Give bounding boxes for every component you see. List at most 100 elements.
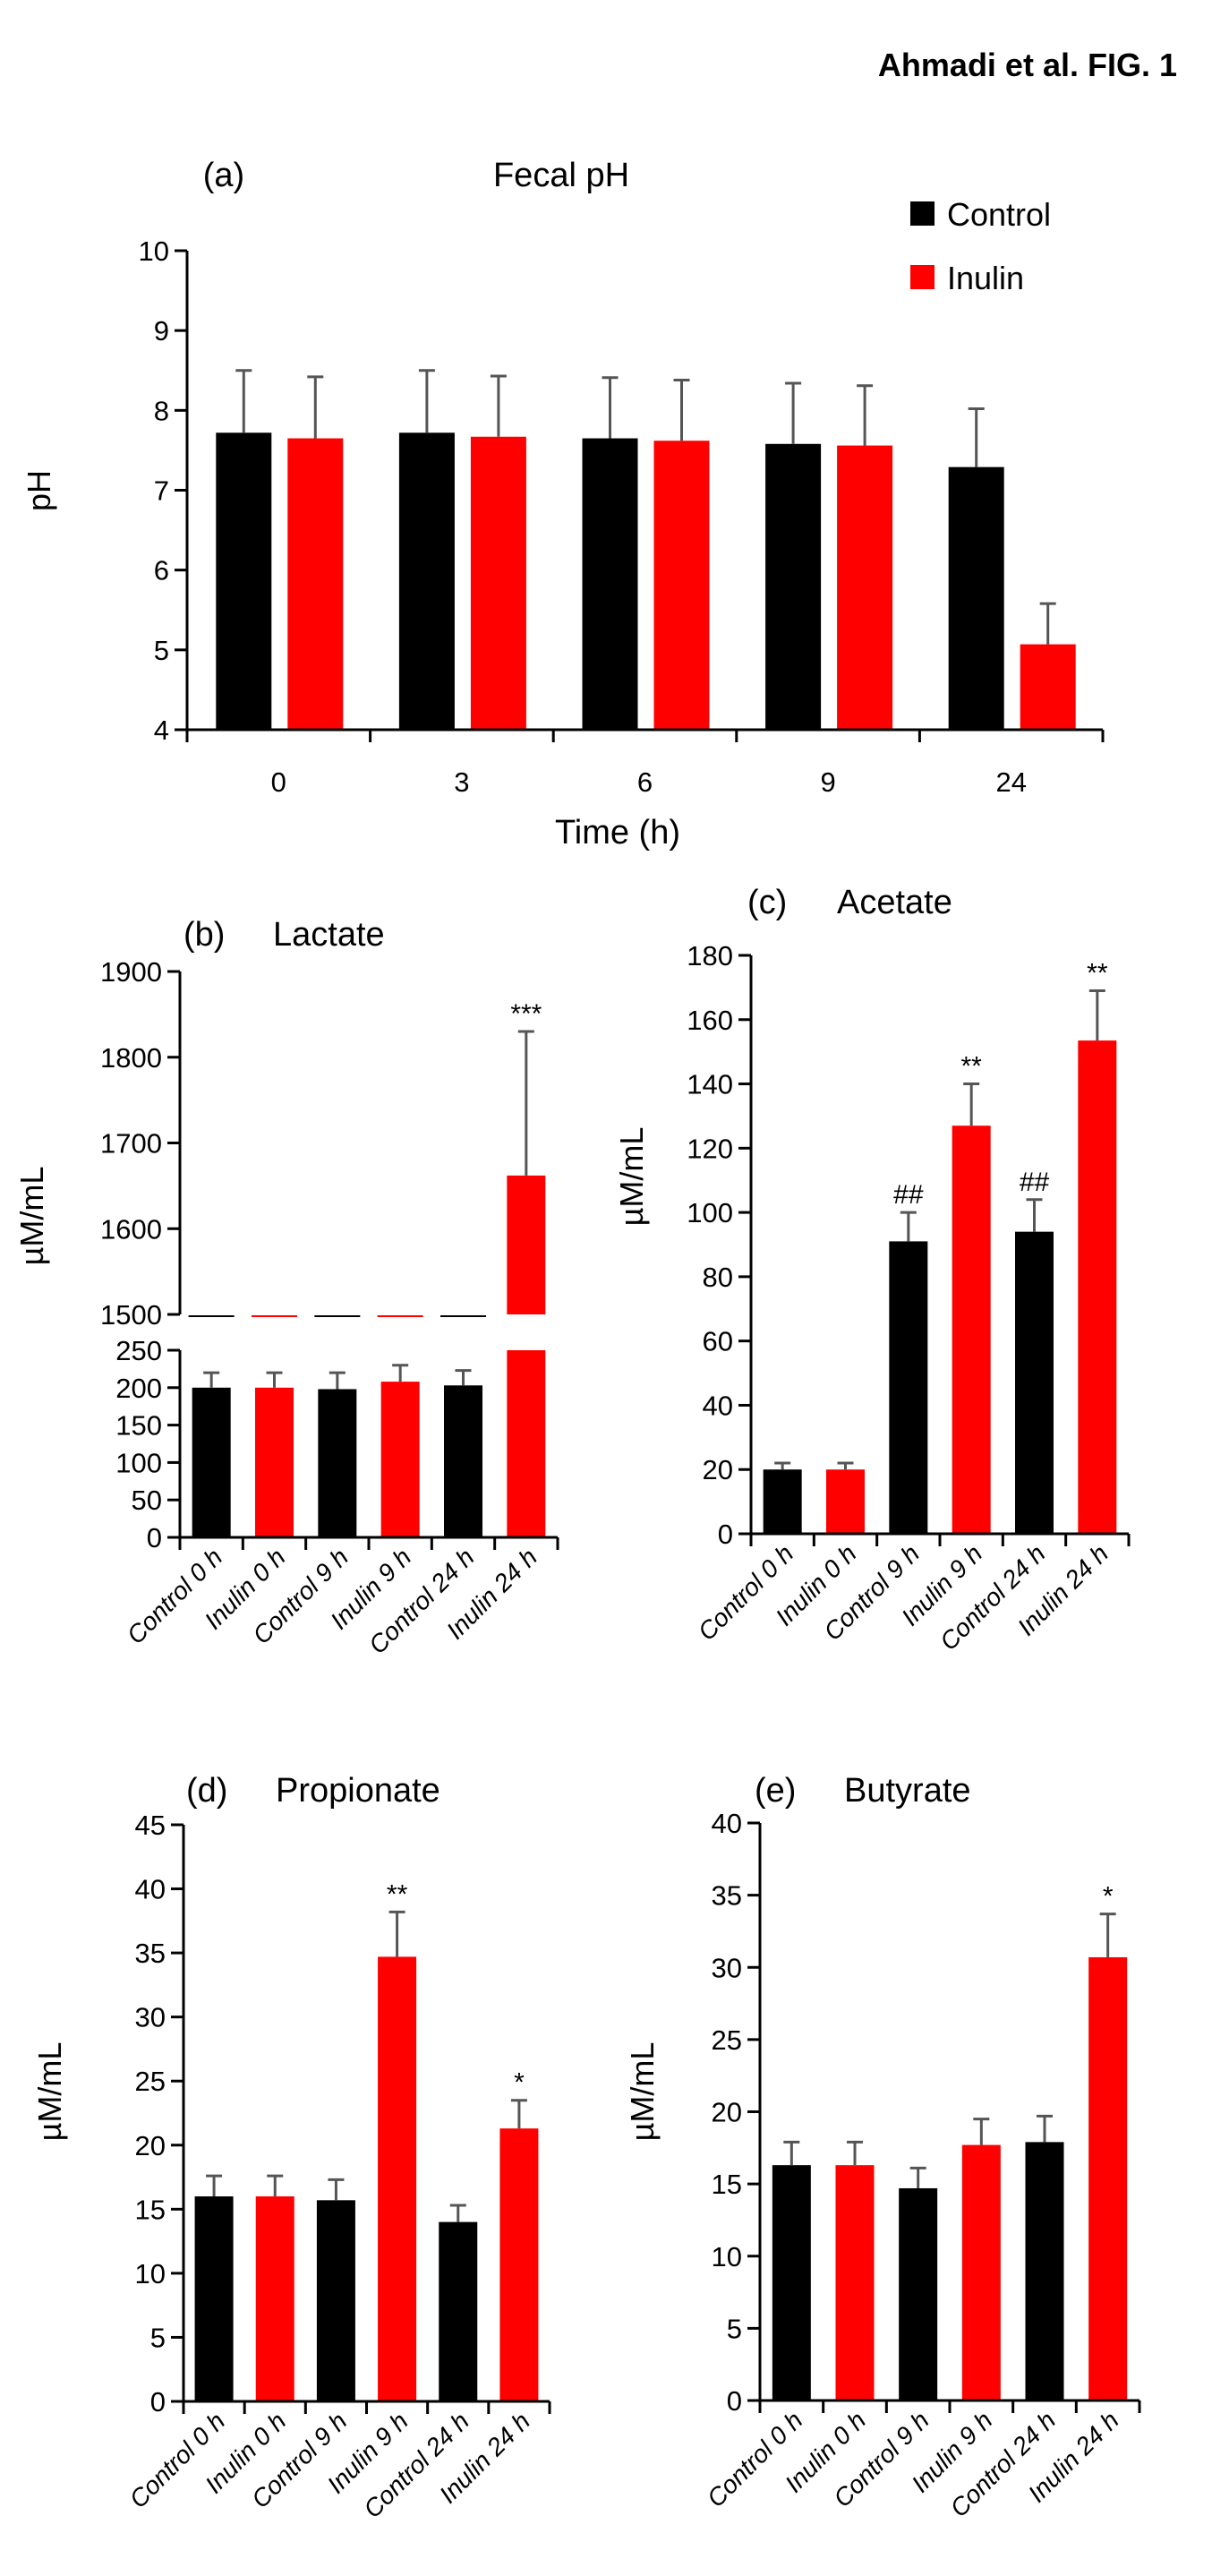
panel-e-y-label: µM/mL	[624, 2042, 661, 2142]
panel-d-y-tick-label: 45	[135, 1810, 166, 1841]
panel-a-y-label: pH	[21, 470, 57, 511]
significance-marker: ##	[893, 1180, 924, 1210]
significance-marker: *	[1103, 1882, 1114, 1912]
panel-b-lower-y-tick-label: 0	[147, 1522, 162, 1553]
bar-control	[772, 2165, 811, 2401]
figure-label: Ahmadi et al. FIG. 1	[877, 47, 1177, 83]
panel-c-y-tick-label: 40	[703, 1390, 733, 1421]
bar-control	[889, 1241, 928, 1534]
bar-inulin	[378, 1956, 417, 2401]
panel-d-y-tick-label: 0	[150, 2386, 166, 2418]
panel-b-x-tick-label: Control 0 h	[122, 1543, 228, 1649]
panel-c-y-tick-label: 20	[703, 1454, 733, 1485]
panel-e-x-tick-label: Control 0 h	[702, 2406, 808, 2512]
bar-control-lower	[192, 1387, 231, 1537]
bar-inulin	[826, 1469, 865, 1534]
panel-c-y-tick-label: 80	[703, 1262, 733, 1293]
panel-b-lower-y-tick-label: 50	[132, 1485, 162, 1516]
bar-control	[439, 2221, 478, 2401]
panel-d-label: (d)	[186, 1772, 227, 1810]
bar-inulin	[499, 2128, 539, 2401]
panel-b-upper-y-tick-label: 1600	[100, 1213, 162, 1245]
panel-a-title: Fecal pH	[493, 157, 629, 194]
bar-inulin	[653, 441, 710, 730]
legend-label-inulin: Inulin	[947, 260, 1024, 296]
panel-e-y-tick-label: 20	[712, 2097, 742, 2128]
panel-e-y-tick-label: 0	[727, 2385, 742, 2417]
panel-b-lower-y-tick-label: 150	[115, 1410, 162, 1442]
panel-b-lower-y-tick-label: 250	[115, 1335, 162, 1366]
bar-control-lower	[318, 1389, 357, 1537]
bar-control	[948, 466, 1004, 730]
bar-inulin	[961, 2144, 1001, 2401]
panel-a-x-label: Time (h)	[555, 814, 680, 852]
panel-e-y-tick-label: 25	[712, 2024, 742, 2056]
panel-c-y-tick-label: 120	[687, 1133, 733, 1164]
legend-swatch-inulin	[910, 265, 935, 289]
panel-e-y-tick-label: 5	[727, 2313, 742, 2344]
bar-control	[216, 432, 272, 730]
panel-b-upper-y-tick-label: 1900	[100, 956, 162, 988]
legend-swatch-control	[910, 201, 935, 226]
panel-d-y-tick-label: 30	[135, 2002, 166, 2033]
panel-e-y-tick-label: 40	[712, 1808, 742, 1839]
panel-a-x-tick-label: 9	[820, 766, 835, 798]
bar-inulin-lower	[507, 1350, 546, 1537]
panel-a-label: (a)	[203, 157, 244, 194]
panel-d-y-tick-label: 20	[135, 2130, 166, 2161]
panel-b-lower-y-tick-label: 100	[115, 1447, 162, 1478]
significance-marker: ##	[1020, 1168, 1050, 1197]
bar-control	[582, 438, 638, 730]
panel-e-y-tick-label: 10	[712, 2241, 742, 2272]
bar-inulin	[1020, 644, 1076, 730]
panel-b-y-label: µM/mL	[13, 1167, 50, 1266]
panel-c-y-tick-label: 60	[703, 1326, 733, 1357]
bar-inulin	[287, 438, 344, 730]
bar-inulin	[835, 2165, 875, 2401]
bar-control	[899, 2187, 938, 2401]
bar-inulin-upper	[507, 1175, 546, 1314]
panel-d-y-tick-label: 10	[135, 2258, 166, 2289]
bar-control	[194, 2196, 234, 2401]
significance-marker: **	[960, 1052, 982, 1082]
bar-control-lower	[444, 1385, 482, 1537]
bar-inulin	[1088, 1956, 1128, 2401]
panel-e-y-tick-label: 30	[712, 1952, 742, 1983]
panel-e-y-tick-label: 15	[712, 2169, 742, 2200]
panel-b-label: (b)	[183, 916, 225, 954]
panel-b-lower-y-tick-label: 200	[115, 1373, 162, 1404]
significance-marker: **	[387, 1879, 408, 1909]
panel-a-y-tick-label: 9	[154, 315, 169, 347]
bar-inulin-lower	[255, 1387, 294, 1537]
bar-inulin-lower	[380, 1382, 420, 1537]
panel-d-title: Propionate	[276, 1772, 440, 1810]
panel-c-label: (c)	[747, 884, 787, 921]
bar-control	[1015, 1231, 1054, 1534]
bar-control	[398, 432, 455, 730]
panel-c-y-label: µM/mL	[613, 1127, 650, 1227]
panel-c-y-tick-label: 0	[718, 1519, 733, 1550]
panel-a-y-tick-label: 8	[154, 395, 169, 426]
panel-b-upper-y-tick-label: 1700	[100, 1128, 162, 1160]
panel-d-y-tick-label: 40	[135, 1874, 166, 1905]
bar-inulin	[837, 445, 893, 730]
bar-control	[765, 443, 822, 730]
significance-marker: *	[514, 2068, 525, 2098]
panel-a-x-tick-label: 6	[637, 766, 653, 798]
bar-inulin	[1078, 1040, 1117, 1534]
panel-d-x-tick-label: Control 0 h	[124, 2407, 231, 2513]
panel-a-x-tick-label: 24	[995, 766, 1026, 798]
panel-a-y-tick-label: 4	[154, 715, 169, 746]
panel-d-y-tick-label: 5	[150, 2322, 166, 2353]
panel-d-y-label: µM/mL	[31, 2042, 68, 2142]
bar-control	[1025, 2142, 1064, 2401]
panel-a-y-tick-label: 6	[154, 555, 169, 586]
panel-d-y-tick-label: 25	[135, 2066, 166, 2097]
bar-inulin	[470, 436, 526, 730]
panel-e-title: Butyrate	[844, 1772, 971, 1810]
panel-a-y-tick-label: 10	[139, 235, 169, 267]
panel-d-y-tick-label: 15	[135, 2194, 166, 2225]
panel-c-x-tick-label: Control 0 h	[693, 1539, 799, 1646]
panel-e-y-tick-label: 35	[712, 1880, 742, 1912]
significance-marker: ***	[510, 999, 542, 1029]
